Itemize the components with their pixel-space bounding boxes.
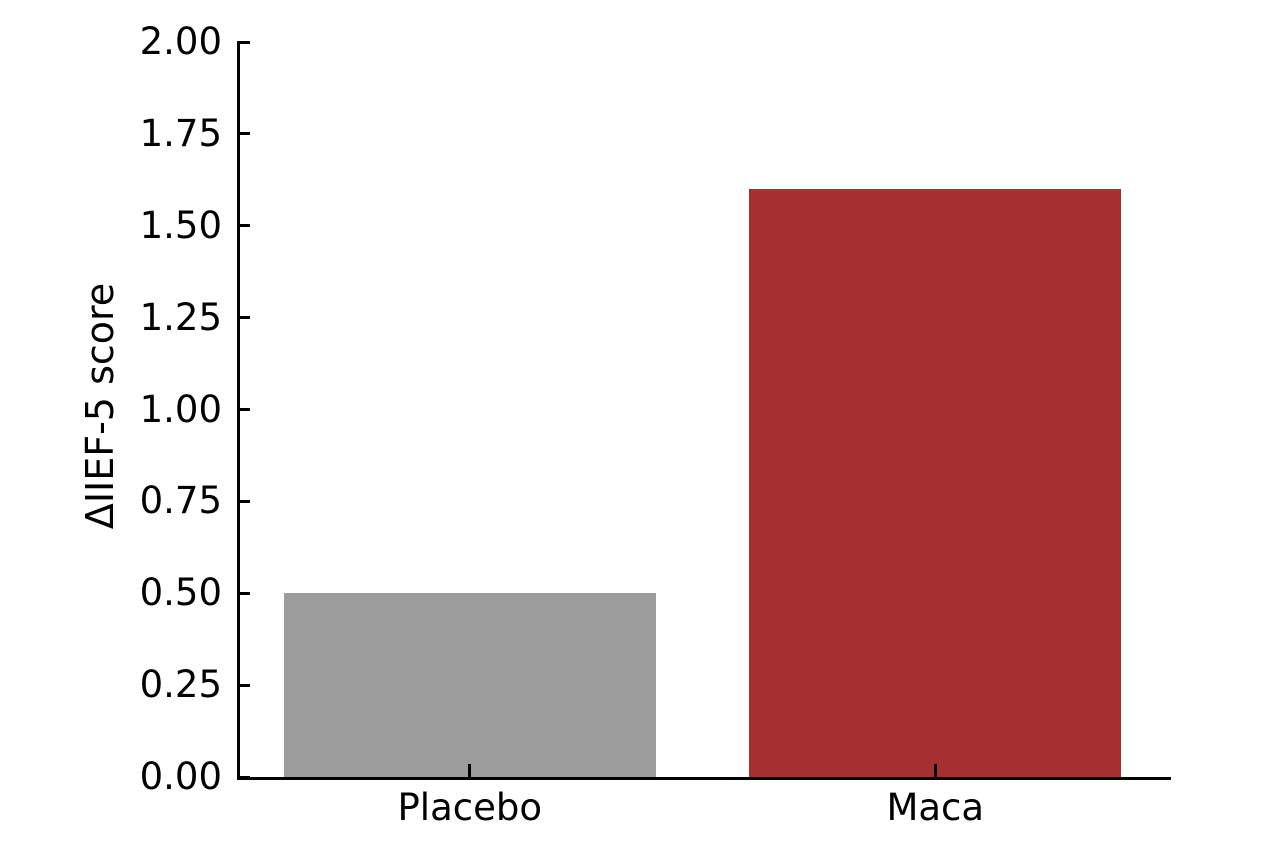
y-tick [237,132,250,136]
y-tick [237,683,250,687]
bar-placebo [283,593,656,777]
y-tick [237,40,250,44]
y-tick-label: 0.50 [139,571,222,615]
y-tick [237,316,250,320]
y-tick-label: 2.00 [139,20,222,63]
y-tick-label: 1.25 [139,295,222,339]
x-axis-spine [237,777,1171,780]
y-tick [237,408,250,411]
x-category-label: Placebo [397,786,543,829]
y-tick-label: 1.75 [139,111,222,155]
y-tick [237,775,250,779]
x-tick [933,764,937,777]
y-tick-label: 0.00 [139,755,222,798]
y-tick-label: 1.00 [139,387,222,431]
y-tick-label: 0.25 [139,663,222,707]
bar-maca [749,189,1122,777]
y-tick-label: 0.75 [139,479,222,523]
y-tick [237,591,250,595]
x-tick [468,764,472,777]
y-tick-label: 1.50 [139,203,222,247]
y-tick [237,499,250,503]
x-category-label: Maca [886,786,985,829]
y-tick [237,224,250,228]
